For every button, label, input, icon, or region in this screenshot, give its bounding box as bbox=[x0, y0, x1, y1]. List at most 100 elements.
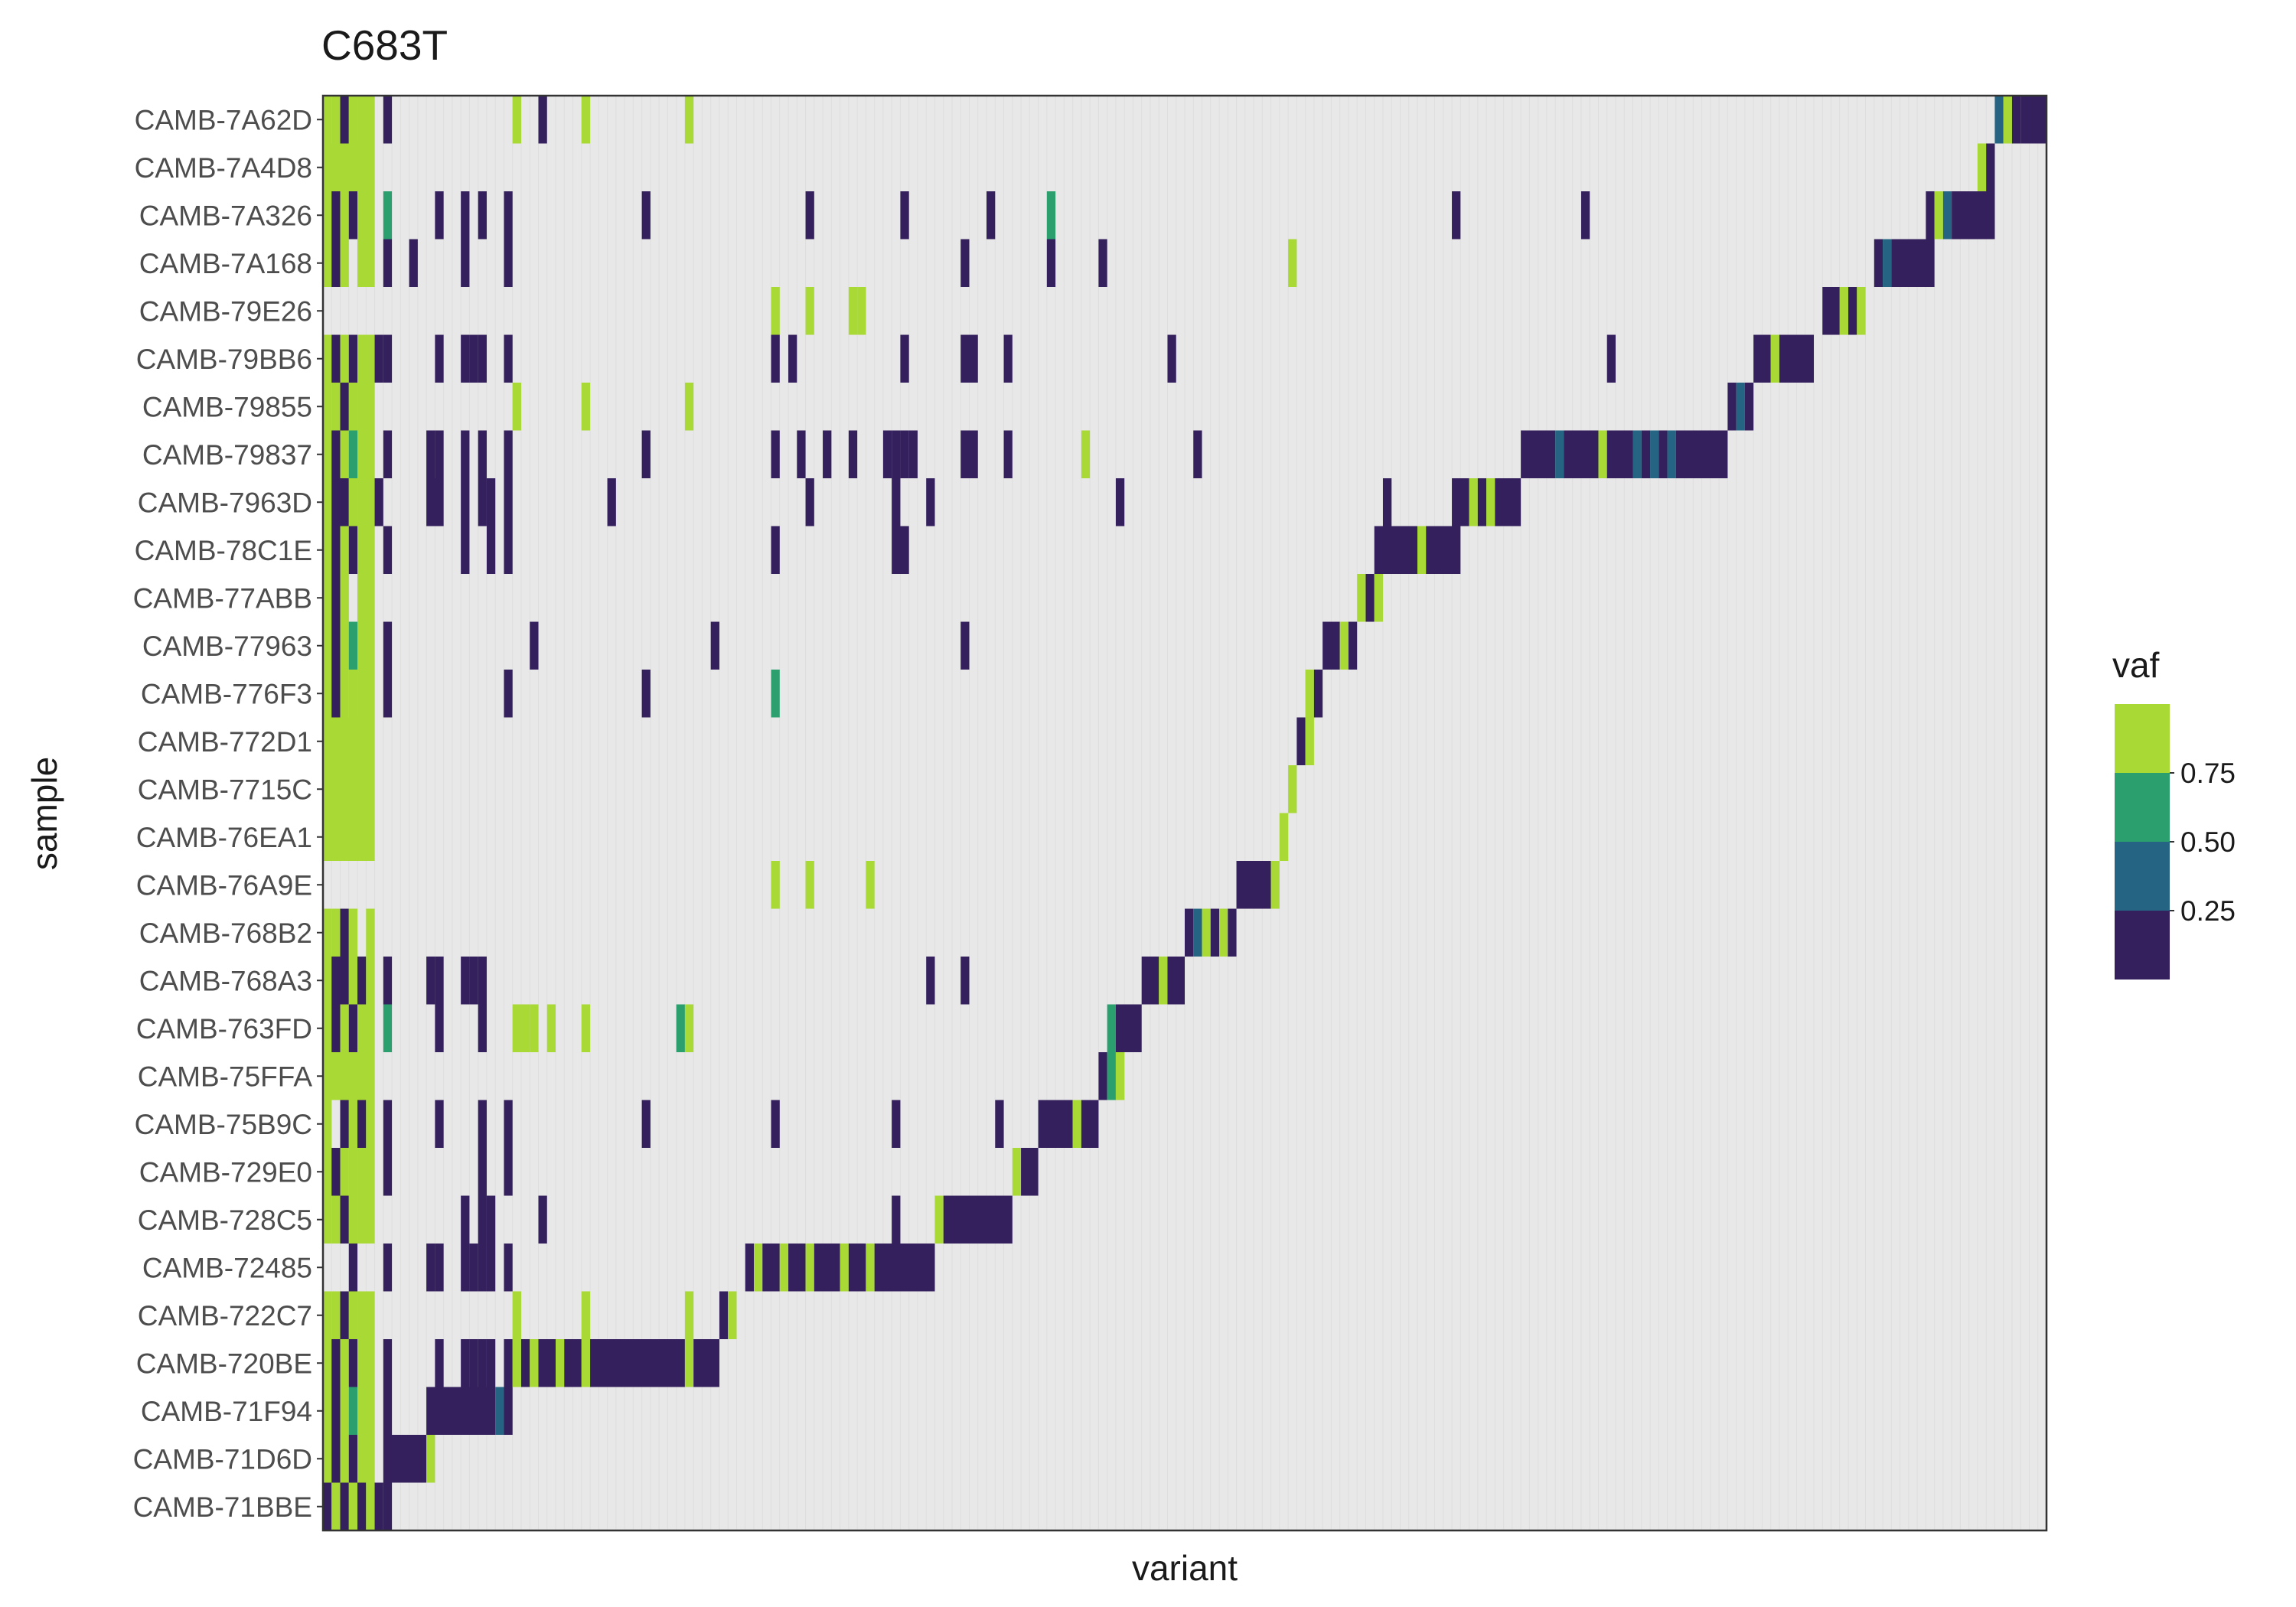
heatmap-cell bbox=[1382, 478, 1392, 526]
heatmap-cell bbox=[1658, 430, 1668, 478]
heatmap-cell bbox=[771, 287, 780, 335]
legend-label: 0.75 bbox=[2180, 758, 2236, 789]
heatmap-cell bbox=[323, 670, 332, 718]
y-tick-label: CAMB-71BBE bbox=[133, 1491, 312, 1523]
heatmap-cell bbox=[1675, 430, 1728, 478]
heatmap-cell bbox=[383, 1148, 393, 1196]
heatmap-cell bbox=[1107, 1004, 1116, 1052]
heatmap-cell bbox=[1857, 287, 1866, 335]
heatmap-cell bbox=[409, 239, 418, 287]
heatmap-cell bbox=[745, 1244, 754, 1292]
heatmap-cell bbox=[323, 908, 332, 957]
heatmap-cell bbox=[469, 334, 478, 383]
heatmap-cell bbox=[478, 334, 487, 383]
heatmap-cell bbox=[478, 478, 487, 526]
heatmap-cell bbox=[1753, 334, 1771, 383]
heatmap-cell bbox=[357, 1004, 375, 1052]
heatmap-cell bbox=[1374, 526, 1418, 574]
legend: vaf 0.75 0.50 0.25 bbox=[2112, 645, 2236, 980]
heatmap-cell bbox=[995, 1100, 1004, 1148]
heatmap-cell bbox=[581, 96, 591, 144]
heatmap-cell bbox=[478, 1004, 487, 1052]
heatmap-cell bbox=[1210, 908, 1220, 957]
heatmap-cell bbox=[556, 1339, 565, 1387]
legend-label: 0.25 bbox=[2180, 895, 2236, 927]
heatmap-cell bbox=[908, 430, 918, 478]
heatmap-cell bbox=[340, 1291, 349, 1339]
heatmap-cell bbox=[1288, 239, 1297, 287]
heatmap-cell bbox=[504, 670, 513, 718]
heatmap-cell bbox=[383, 526, 393, 574]
heatmap-cell bbox=[892, 1100, 901, 1148]
heatmap-cell bbox=[348, 1339, 358, 1387]
y-tick-label: CAMB-75FFA bbox=[138, 1061, 313, 1092]
heatmap-cell bbox=[504, 1244, 513, 1292]
heatmap-cell bbox=[504, 1148, 513, 1196]
chart-title: C683T bbox=[321, 21, 448, 69]
heatmap-cell bbox=[340, 1387, 349, 1435]
heatmap-cell bbox=[383, 1387, 393, 1435]
heatmap-cell bbox=[331, 1339, 341, 1387]
heatmap-cell bbox=[348, 1004, 358, 1052]
heatmap-cell bbox=[1115, 1052, 1125, 1100]
heatmap-cell bbox=[1193, 430, 1202, 478]
heatmap-cell bbox=[340, 957, 349, 1005]
heatmap-cell bbox=[357, 1195, 375, 1244]
heatmap-cell bbox=[1986, 143, 1995, 191]
heatmap-cell bbox=[892, 526, 909, 574]
heatmap-cell bbox=[779, 1244, 789, 1292]
heatmap-cell bbox=[383, 670, 393, 718]
heatmap-cell bbox=[383, 239, 393, 287]
heatmap-cell bbox=[960, 621, 970, 670]
heatmap-cell bbox=[461, 957, 470, 1005]
heatmap-cell bbox=[538, 1195, 547, 1244]
heatmap-cell bbox=[762, 1244, 780, 1292]
heatmap-cell bbox=[348, 1387, 358, 1435]
heatmap-cell bbox=[383, 957, 393, 1005]
heatmap-cell bbox=[1736, 383, 1745, 431]
heatmap-cell bbox=[435, 957, 444, 1005]
heatmap-cell bbox=[461, 430, 470, 478]
heatmap-cell bbox=[340, 239, 349, 287]
heatmap-cell bbox=[323, 957, 332, 1005]
heatmap-cell bbox=[1219, 908, 1228, 957]
heatmap-cell bbox=[348, 1100, 358, 1148]
heatmap-cell bbox=[331, 1387, 341, 1435]
heatmap-cell bbox=[478, 1244, 487, 1292]
y-tick-label: CAMB-7715C bbox=[138, 774, 312, 805]
heatmap-cell bbox=[805, 287, 814, 335]
heatmap-cell bbox=[323, 1148, 332, 1196]
heatmap-cell bbox=[1167, 957, 1185, 1005]
heatmap-cell bbox=[331, 478, 341, 526]
heatmap-cell bbox=[1417, 526, 1427, 574]
heatmap-cell bbox=[435, 334, 444, 383]
heatmap-cell bbox=[357, 1339, 375, 1387]
heatmap-cell bbox=[1003, 430, 1013, 478]
heatmap-cell bbox=[771, 430, 780, 478]
heatmap-cell bbox=[486, 1339, 496, 1387]
heatmap-cell bbox=[538, 96, 547, 144]
heatmap-cell bbox=[1874, 239, 1883, 287]
panel-border bbox=[321, 94, 2048, 1532]
y-tick-label: CAMB-722C7 bbox=[138, 1300, 312, 1332]
heatmap-cell bbox=[426, 957, 435, 1005]
x-axis-title: variant bbox=[1132, 1548, 1238, 1588]
y-tick-label: CAMB-776F3 bbox=[141, 678, 312, 709]
heatmap-cell bbox=[805, 478, 814, 526]
heatmap-cell bbox=[1477, 478, 1487, 526]
heatmap-cell bbox=[581, 1004, 591, 1052]
heatmap-cell bbox=[461, 478, 470, 526]
heatmap-cell bbox=[486, 478, 496, 526]
heatmap-cell bbox=[323, 574, 332, 622]
heatmap-cell bbox=[323, 813, 375, 861]
heatmap-cell bbox=[882, 430, 892, 478]
heatmap-cell bbox=[348, 908, 358, 957]
heatmap-cell bbox=[435, 430, 444, 478]
heatmap-cell bbox=[1452, 478, 1469, 526]
y-tick-label: CAMB-768B2 bbox=[139, 918, 312, 949]
heatmap-cell bbox=[357, 191, 375, 240]
heatmap-cell bbox=[1650, 430, 1659, 478]
heatmap-cell bbox=[1883, 239, 1892, 287]
heatmap-cell bbox=[357, 334, 375, 383]
